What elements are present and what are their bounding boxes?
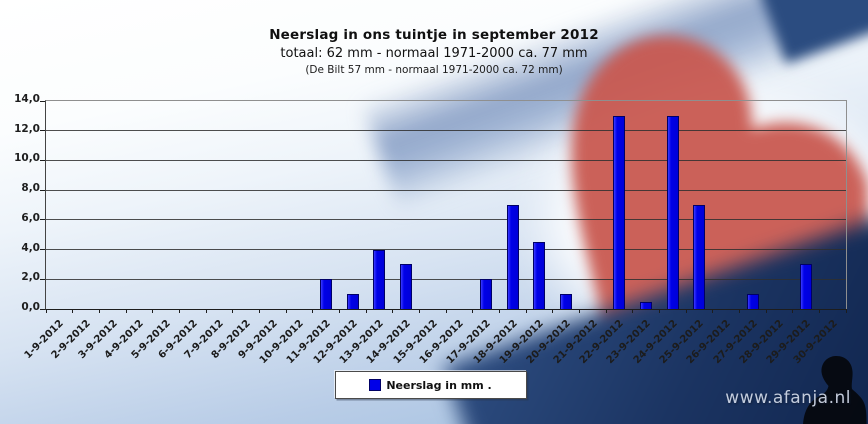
bar xyxy=(533,242,546,309)
x-axis-tick xyxy=(125,309,127,313)
x-axis-tick xyxy=(152,309,154,313)
x-axis-tick xyxy=(232,309,234,313)
legend-marker-icon xyxy=(369,379,382,391)
x-axis-tick xyxy=(312,309,314,313)
x-axis-tick xyxy=(205,309,207,313)
chart-header: Neerslag in ons tuintje in september 201… xyxy=(0,27,868,76)
bar xyxy=(506,205,519,309)
x-axis-tick xyxy=(338,309,340,313)
x-axis-tick xyxy=(285,309,287,313)
x-axis-tick xyxy=(845,309,847,313)
y-axis-tick xyxy=(40,189,45,191)
bar xyxy=(320,279,332,309)
x-axis-tick xyxy=(258,309,260,313)
chart-subtitle: totaal: 62 mm - normaal 1971-2000 ca. 77… xyxy=(280,46,588,61)
y-axis-tick-label: 10,0 xyxy=(14,152,40,165)
chart-title: Neerslag in ons tuintje in september 201… xyxy=(269,27,599,43)
bar xyxy=(666,115,679,309)
x-axis-tick xyxy=(45,309,47,313)
x-axis-tick xyxy=(632,309,634,313)
y-axis-tick-label: 2,0 xyxy=(21,271,40,284)
bar xyxy=(693,205,706,309)
x-axis-tick xyxy=(392,309,394,313)
gridline xyxy=(46,219,846,221)
plot-area: 1-9-2012 2-9-2012 3-9-2012 4-9-2012 5-9-2012… xyxy=(23,100,847,366)
gridline xyxy=(46,189,846,191)
x-axis-tick xyxy=(98,309,100,313)
x-axis-tick xyxy=(685,309,687,313)
x-axis-tick xyxy=(72,309,74,313)
watermark-url: www.afanja.nl xyxy=(725,388,851,408)
x-axis-tick xyxy=(472,309,474,313)
bar xyxy=(373,249,386,309)
y-axis-tick-label: 14,0 xyxy=(14,93,40,105)
y-axis-tick xyxy=(40,249,45,251)
x-axis-tick xyxy=(738,309,740,313)
bar xyxy=(346,294,359,309)
x-axis-tick xyxy=(365,309,367,313)
x-axis-tick xyxy=(658,309,660,313)
x-axis-tick xyxy=(178,309,180,313)
gridline xyxy=(46,278,846,280)
x-axis-tick xyxy=(792,309,794,313)
chart-note: (De Bilt 57 mm - normaal 1971-2000 ca. 7… xyxy=(305,64,563,76)
bar xyxy=(560,294,572,309)
bar xyxy=(640,301,652,309)
x-axis-tick xyxy=(765,309,767,313)
y-axis-tick-label: 12,0 xyxy=(14,122,40,135)
y-axis-tick-label: 0,0 xyxy=(21,301,40,313)
y-axis-tick xyxy=(40,130,45,132)
x-axis-tick xyxy=(445,309,447,313)
gridline xyxy=(46,159,846,161)
bar xyxy=(400,264,412,309)
y-axis-labels: 0,0 2,0 4,0 6,0 8,0 10,0 12,0 14,0 xyxy=(0,93,40,313)
x-axis-tick xyxy=(498,309,500,313)
y-axis-tick xyxy=(40,159,45,161)
gridline xyxy=(46,249,846,251)
y-axis-tick xyxy=(40,100,45,102)
x-axis-tick xyxy=(818,309,820,313)
y-axis-tick xyxy=(40,308,45,310)
bar xyxy=(613,115,626,309)
x-axis-tick xyxy=(712,309,714,313)
legend-label: Neerslag in mm . xyxy=(386,378,492,392)
legend-box: Neerslag in mm . xyxy=(335,371,527,399)
x-axis-tick xyxy=(552,309,554,313)
bar xyxy=(480,279,492,309)
y-axis-tick-label: 4,0 xyxy=(21,241,40,254)
gridline xyxy=(46,130,846,132)
x-axis-tick xyxy=(418,309,420,313)
x-axis-tick xyxy=(578,309,580,313)
y-axis-tick xyxy=(40,219,45,221)
x-axis-tick xyxy=(605,309,607,313)
bar xyxy=(800,264,812,309)
y-axis-tick xyxy=(40,278,45,280)
x-axis-tick xyxy=(525,309,527,313)
y-axis-tick-label: 8,0 xyxy=(21,182,40,195)
bar xyxy=(746,294,759,309)
y-axis-tick-label: 6,0 xyxy=(21,211,40,224)
